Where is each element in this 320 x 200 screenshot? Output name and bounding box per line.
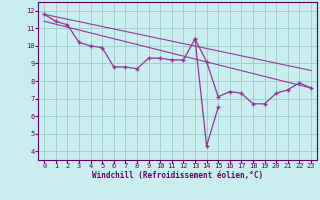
X-axis label: Windchill (Refroidissement éolien,°C): Windchill (Refroidissement éolien,°C) xyxy=(92,171,263,180)
